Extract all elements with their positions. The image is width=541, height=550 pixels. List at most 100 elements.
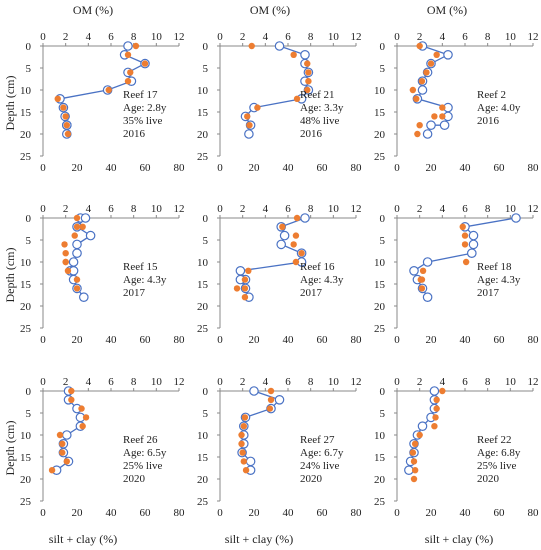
om-tick-label: 4	[86, 31, 92, 43]
panel-annotation-line: 2016	[123, 128, 146, 140]
panel-annotation-line: Reef 15	[123, 261, 158, 273]
om-point	[432, 414, 439, 421]
depth-axis-title: Depth (cm)	[3, 76, 17, 131]
om-tick-label: 0	[217, 376, 223, 388]
om-point	[439, 113, 446, 120]
depth-tick-label: 25	[197, 323, 209, 335]
silt-clay-line	[244, 45, 310, 135]
om-point	[410, 458, 418, 465]
om-point	[242, 467, 250, 474]
panel-annotation-line: Reef 17	[123, 89, 158, 101]
panel: 0 2 4 6 8 10 12 0 5 10 15 20 25 0 20 40 60 80 Reef 22Age: …	[374, 376, 539, 519]
om-tick-label: 6	[462, 31, 468, 43]
silt-clay-axis-title: silt + clay (%)	[225, 532, 293, 546]
om-point	[62, 258, 69, 266]
om-tick-label: 0	[40, 376, 46, 388]
silt-clay-tick-label: 60	[494, 334, 506, 346]
panel-annotation-line: 2016	[477, 115, 500, 127]
panel-annotation-line: Reef 22	[477, 434, 512, 446]
om-tick-label: 10	[328, 376, 340, 388]
silt-clay-point	[422, 292, 433, 302]
om-point	[59, 440, 66, 447]
panel-annotation-line: 2020	[477, 473, 500, 485]
depth-tick-label: 15	[374, 107, 386, 119]
silt-clay-point	[245, 456, 256, 467]
silt-clay-point	[300, 213, 310, 223]
om-point	[461, 232, 469, 239]
depth-tick-label: 15	[374, 452, 386, 464]
depth-tick-label: 10	[20, 430, 32, 442]
panel-annotation-line: Reef 18	[477, 261, 512, 273]
om-tick-label: 6	[285, 203, 291, 215]
silt-clay-point	[429, 386, 440, 396]
silt-clay-point	[417, 85, 428, 95]
silt-clay-tick-label: 60	[317, 162, 329, 174]
silt-clay-tick-label: 0	[394, 507, 400, 519]
depth-tick-label: 5	[26, 408, 32, 420]
silt-clay-tick-label: 80	[351, 334, 363, 346]
om-point	[60, 104, 67, 111]
silt-clay-point	[439, 120, 450, 130]
silt-clay-tick-label: 20	[249, 507, 261, 519]
panel-annotation-line: Age: 4.3y	[123, 274, 167, 286]
depth-tick-label: 10	[374, 257, 386, 269]
om-point	[305, 69, 312, 76]
silt-clay-tick-label: 20	[72, 162, 84, 174]
om-tick-label: 6	[108, 31, 114, 43]
depth-tick-label: 10	[197, 85, 209, 97]
silt-clay-tick-label: 40	[106, 507, 118, 519]
silt-clay-tick-label: 20	[249, 334, 261, 346]
om-point	[238, 440, 245, 447]
om-tick-label: 0	[40, 203, 46, 215]
depth-tick-label: 20	[197, 301, 209, 313]
depth-tick-label: 15	[197, 107, 209, 119]
om-point	[238, 431, 245, 439]
depth-tick-label: 20	[374, 129, 386, 141]
om-point	[241, 285, 249, 292]
panel-annotation-line: 2020	[300, 473, 323, 485]
silt-clay-tick-label: 40	[283, 334, 295, 346]
om-point	[293, 214, 301, 222]
om-point	[459, 223, 466, 230]
silt-clay-tick-label: 40	[283, 507, 295, 519]
silt-clay-tick-label: 60	[494, 162, 506, 174]
om-tick-label: 0	[394, 203, 400, 215]
depth-tick-label: 20	[374, 301, 386, 313]
silt-clay-tick-label: 20	[426, 507, 438, 519]
om-point	[62, 113, 69, 120]
silt-clay-tick-label: 40	[283, 162, 295, 174]
om-point	[416, 122, 423, 129]
panel: 0 2 4 6 8 10 12 0 5 10 15 20 25 0 20 40 60 80 Reef 15Age: …	[20, 203, 185, 346]
depth-tick-label: 5	[26, 235, 32, 247]
panel-annotation-line: Reef 2	[477, 89, 506, 101]
silt-clay-tick-label: 60	[494, 507, 506, 519]
depth-tick-label: 0	[203, 41, 209, 53]
depth-tick-label: 25	[197, 151, 209, 163]
silt-clay-tick-label: 80	[528, 162, 540, 174]
om-tick-label: 12	[351, 376, 362, 388]
depth-tick-label: 10	[374, 430, 386, 442]
om-tick-label: 8	[131, 31, 137, 43]
silt-clay-point	[235, 265, 246, 276]
depth-tick-label: 0	[380, 41, 386, 53]
silt-clay-tick-label: 60	[140, 507, 152, 519]
om-tick-label: 12	[174, 203, 185, 215]
depth-axis-title: Depth (cm)	[3, 421, 17, 476]
depth-tick-label: 15	[20, 452, 32, 464]
depth-tick-label: 5	[380, 63, 386, 75]
om-tick-label: 0	[394, 31, 400, 43]
om-point	[63, 122, 70, 129]
om-tick-label: 0	[217, 31, 223, 43]
om-tick-label: 2	[240, 203, 246, 215]
om-point	[241, 276, 249, 283]
om-point	[293, 95, 301, 103]
om-point	[304, 60, 311, 67]
silt-clay-line	[413, 217, 517, 298]
silt-clay-tick-label: 40	[106, 334, 118, 346]
om-point	[127, 69, 134, 76]
silt-clay-tick-label: 80	[528, 334, 540, 346]
om-point	[254, 104, 261, 111]
silt-clay-tick-label: 40	[460, 334, 472, 346]
om-point	[411, 467, 419, 474]
